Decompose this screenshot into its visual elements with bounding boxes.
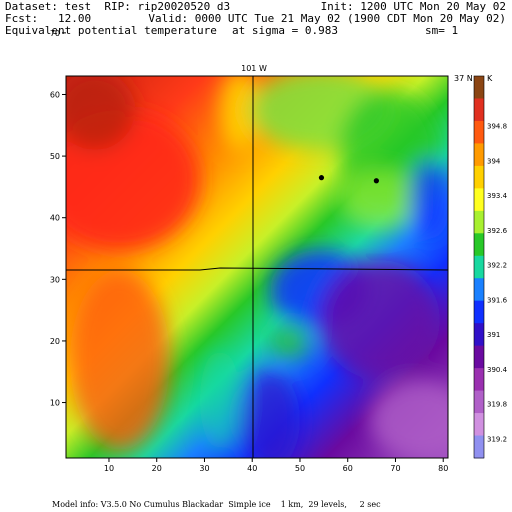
y-axis-ticks: 10 20 30 40 50 60 70	[50, 29, 66, 408]
sigma-level: at sigma = 0.983	[232, 24, 338, 37]
colorbar-swatch	[474, 278, 484, 302]
colorbar-swatch	[474, 435, 484, 459]
x-tick-label: 50	[295, 464, 305, 473]
colorbar-label: 394	[487, 157, 501, 165]
colorbar-label: 394.8	[487, 123, 507, 131]
colorbar-swatch	[474, 143, 484, 167]
colorbar-label: 390.4	[487, 366, 508, 374]
y-tick-label: 10	[50, 399, 60, 408]
y-tick-label: 30	[50, 275, 60, 284]
y-tick-label: 60	[50, 90, 60, 99]
variable-name: Equivalent potential temperature	[5, 24, 217, 37]
parallel-label: 37 N	[454, 74, 473, 83]
station-marker	[318, 175, 325, 181]
station-markers	[318, 175, 379, 184]
y-tick-label: 50	[50, 152, 60, 161]
colorbar-swatch	[474, 120, 484, 144]
colorbar-swatch	[474, 300, 484, 324]
colorbar-swatch	[474, 76, 484, 99]
colorbar-swatch	[474, 390, 484, 414]
colorbar-label: 392.6	[487, 227, 508, 235]
valid-time: Valid: 0000 UTC Tue 21 May 02 (1900 CDT …	[148, 12, 506, 25]
colorbar-label: 393.4	[487, 192, 508, 200]
smoothing: sm= 1	[425, 24, 459, 37]
x-tick-label: 30	[199, 464, 209, 473]
colorbar-unit: K	[487, 74, 493, 83]
colorbar-swatch	[474, 345, 484, 369]
colorbar-swatch	[474, 368, 484, 392]
init-time: Init: 1200 UTC Mon 20 May 02	[320, 0, 506, 13]
model-info: Model info: V3.5.0 No Cumulus Blackadar …	[52, 500, 381, 509]
colorbar-label: 391	[487, 331, 500, 339]
colorbar-swatch	[474, 255, 484, 279]
x-tick-label: 80	[438, 464, 448, 473]
colorbar-label: 319.8	[487, 401, 507, 409]
y-tick-label: 20	[50, 337, 60, 346]
colorbar-swatch	[474, 98, 484, 122]
y-tick-label: 70	[50, 29, 60, 38]
colorbar-label: 392.2	[487, 262, 507, 270]
y-tick-label: 40	[50, 214, 60, 223]
colorbar-swatch	[474, 233, 484, 257]
x-tick-label: 10	[104, 464, 114, 473]
x-tick-label: 40	[247, 464, 257, 473]
contour-field	[66, 76, 448, 458]
plot-frame	[65, 75, 449, 459]
colorbar-swatch	[474, 165, 484, 189]
colorbar-label: 319.2	[487, 435, 507, 443]
forecast-hour: Fcst: 12.00	[5, 12, 92, 25]
colorbar-swatch	[474, 210, 484, 234]
colorbar-swatch	[474, 413, 484, 437]
x-tick-label: 60	[343, 464, 353, 473]
colorbar-frame	[473, 75, 485, 459]
colorbar: 394.8 394 393.4 392.6 392.2 391.6 391 390.4 319.…	[473, 75, 508, 459]
x-axis-ticks: 10 20 30 40 50 60 70 80	[104, 458, 448, 473]
x-tick-label: 70	[390, 464, 400, 473]
colorbar-swatch	[474, 323, 484, 347]
x-tick-label: 20	[152, 464, 162, 473]
colorbar-swatch	[474, 188, 484, 212]
meridian-label: 101 W	[241, 64, 267, 73]
dataset-title: Dataset: test RIP: rip20020520 d3	[5, 0, 231, 13]
parallel-line	[66, 267, 449, 271]
colorbar-label: 391.6	[487, 296, 508, 304]
station-marker	[373, 178, 379, 184]
